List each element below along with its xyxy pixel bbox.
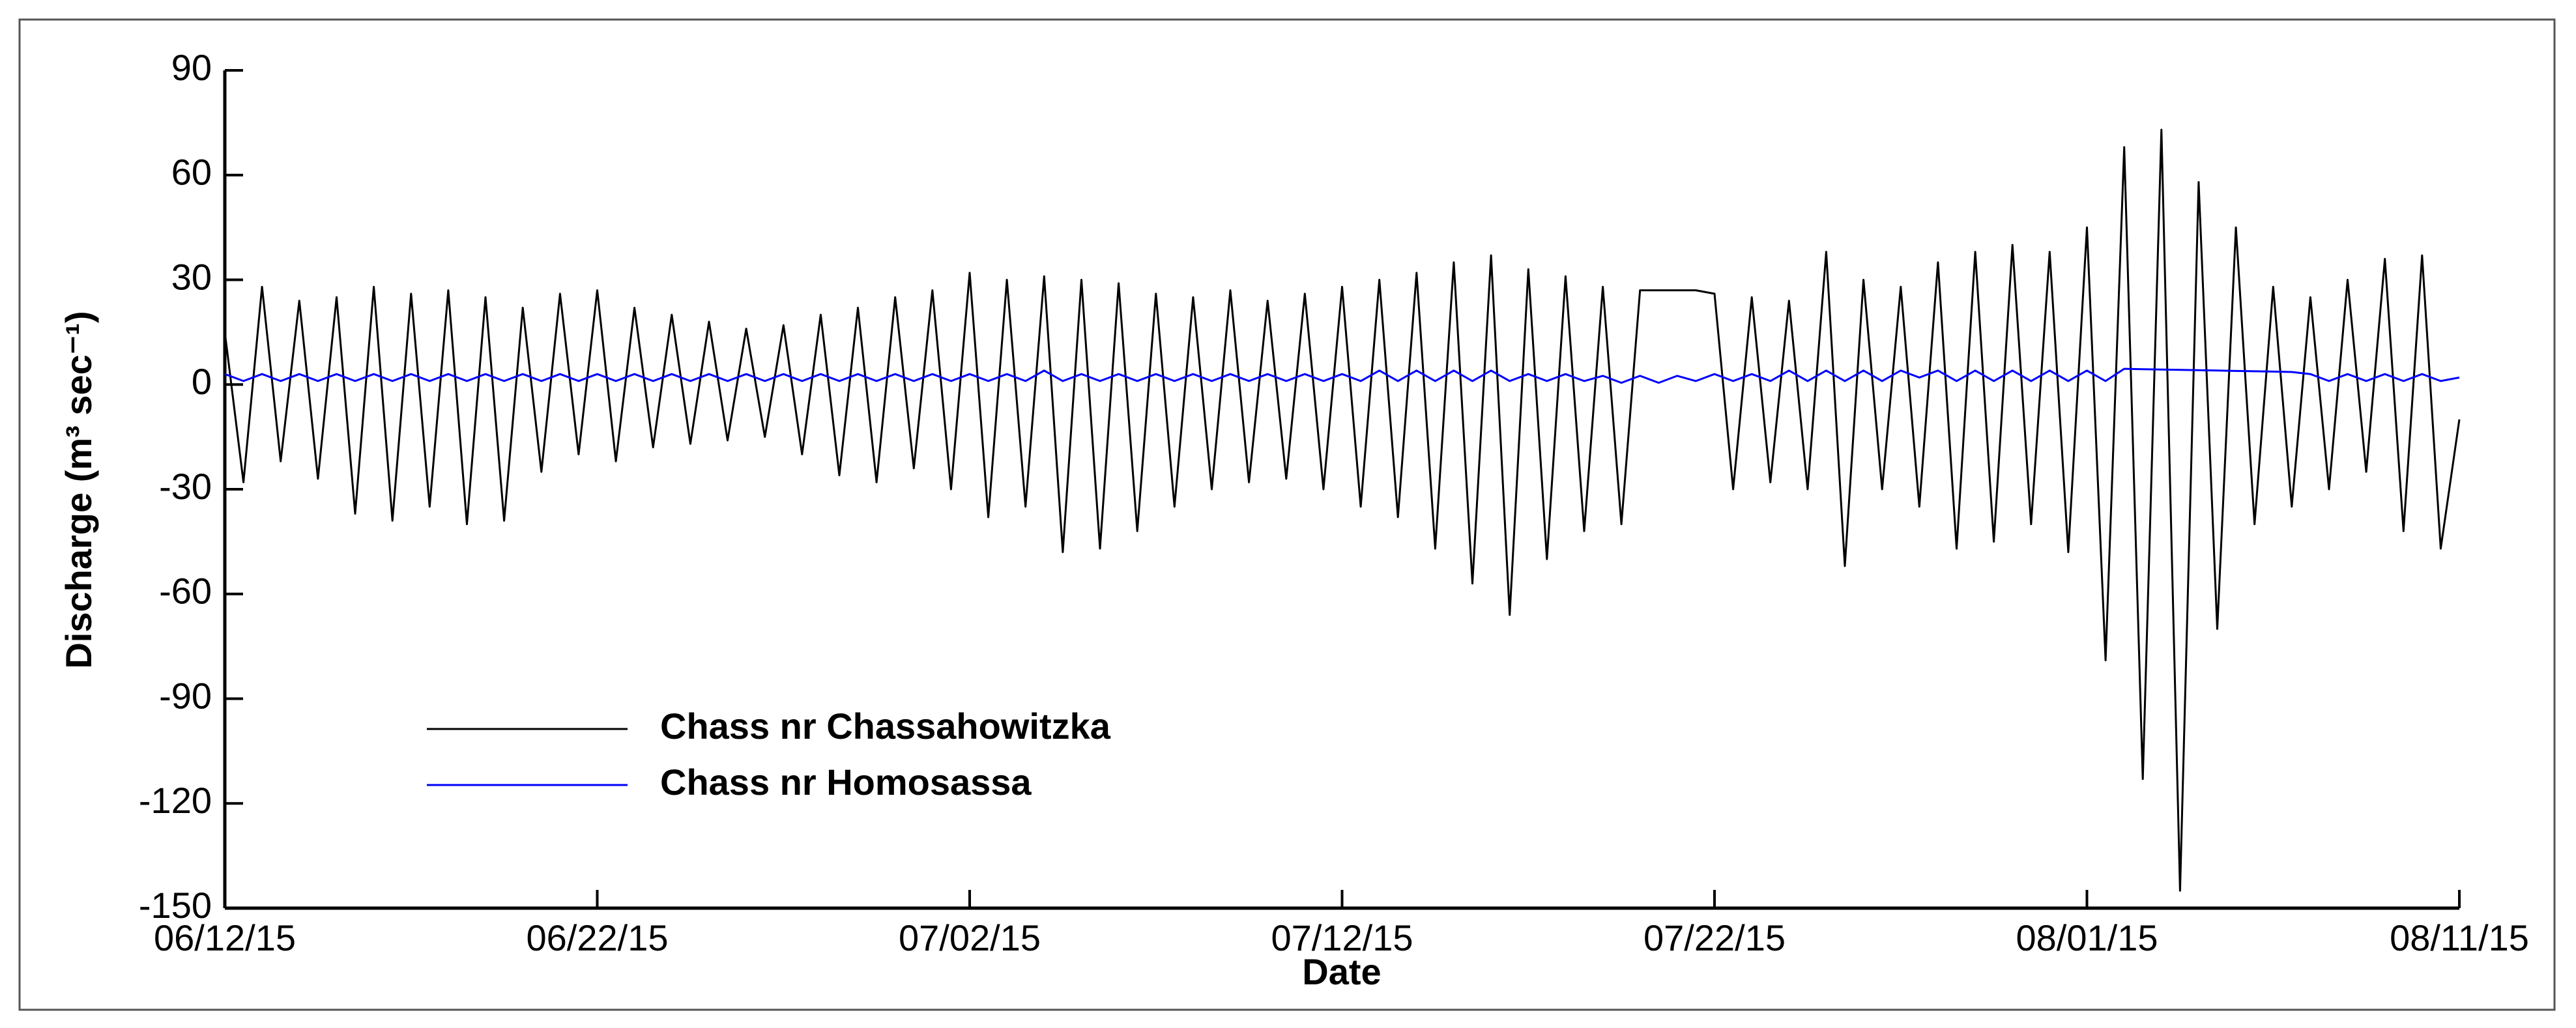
x-tick-label: 08/11/15	[2390, 917, 2529, 958]
legend-label: Chass nr Homosassa	[660, 762, 1032, 803]
x-tick-label: 07/22/15	[1643, 917, 1786, 958]
x-tick-label: 07/12/15	[1271, 917, 1413, 958]
series-line	[224, 367, 2460, 384]
y-axis-title: Discharge (m³ sec⁻¹)	[58, 311, 99, 668]
y-tick-label: -60	[159, 571, 212, 612]
y-tick-label: -30	[159, 466, 212, 507]
x-tick-label: 07/02/15	[899, 917, 1041, 958]
frame	[18, 18, 2556, 1011]
y-tick-label: 0	[192, 361, 212, 402]
x-tick-label: 08/01/15	[2016, 917, 2158, 958]
legend-label: Chass nr Chassahowitzka	[660, 706, 1111, 747]
y-tick-label: 60	[171, 152, 212, 193]
x-tick-label: 06/22/15	[527, 917, 669, 958]
y-tick-label: 30	[171, 256, 212, 297]
y-tick-label: -150	[139, 885, 212, 926]
y-tick-label: -90	[159, 675, 212, 716]
x-axis-title: Date	[1302, 951, 1381, 992]
series-line	[224, 128, 2461, 892]
y-tick-label: -120	[139, 780, 212, 821]
y-tick-label: 90	[171, 47, 212, 88]
x-tick-label: 06/12/15	[154, 917, 296, 958]
